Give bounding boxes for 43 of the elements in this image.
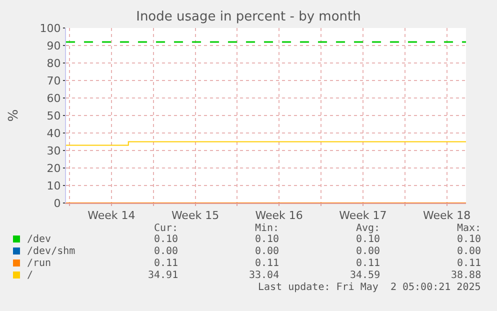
text: 34.91 — [148, 270, 178, 281]
text: 0.10 — [154, 234, 178, 245]
legend-label: /dev — [27, 234, 52, 245]
text: 0.10 — [457, 234, 482, 245]
x-tick-label: Week 18 — [422, 209, 471, 222]
x-tick-label: Week 15 — [171, 209, 220, 222]
text: 33.04 — [249, 270, 280, 281]
y-tick-label: 50 — [46, 109, 61, 122]
text: 0.11 — [255, 258, 280, 269]
x-tick-label: Week 14 — [88, 209, 136, 222]
y-tick-label: 30 — [46, 144, 61, 158]
x-tick-label: Week 16 — [255, 209, 303, 222]
y-tick-label: 70 — [46, 74, 61, 88]
legend-label: / — [27, 270, 34, 281]
y-tick-label: 90 — [46, 39, 61, 52]
y-tick-label: 0 — [54, 196, 61, 210]
text: 0.11 — [356, 258, 380, 269]
y-tick-label: 60 — [46, 92, 61, 105]
x-tick-label: Week 17 — [339, 209, 387, 222]
text: Max: — [457, 223, 482, 234]
text: 0.00 — [255, 246, 280, 257]
text: Last update: Fri May 2 05:00:21 2025 — [258, 282, 481, 293]
text: 0.10 — [356, 234, 380, 245]
chart-title: Inode usage in percent - by month — [136, 10, 361, 25]
y-tick-label: 40 — [46, 126, 61, 140]
text: Avg: — [356, 223, 380, 234]
text: 0.00 — [457, 246, 482, 257]
text: 0.10 — [255, 234, 280, 245]
text: 38.88 — [451, 270, 482, 281]
text: 0.11 — [457, 258, 482, 269]
text: 0.00 — [154, 246, 178, 257]
text: Cur: — [154, 223, 178, 234]
text: 0.11 — [154, 258, 178, 269]
y-tick-label: 20 — [46, 162, 61, 175]
y-tick-label: 10 — [46, 179, 61, 192]
y-axis-title: % — [6, 109, 22, 122]
text: 0.00 — [356, 246, 380, 257]
y-tick-label: 80 — [46, 56, 61, 70]
y-tick-label: 100 — [40, 22, 61, 35]
text: Min: — [255, 223, 280, 234]
text: 34.59 — [350, 270, 380, 281]
legend-label: /run — [27, 258, 52, 269]
legend-label: /dev/shm — [27, 246, 76, 257]
